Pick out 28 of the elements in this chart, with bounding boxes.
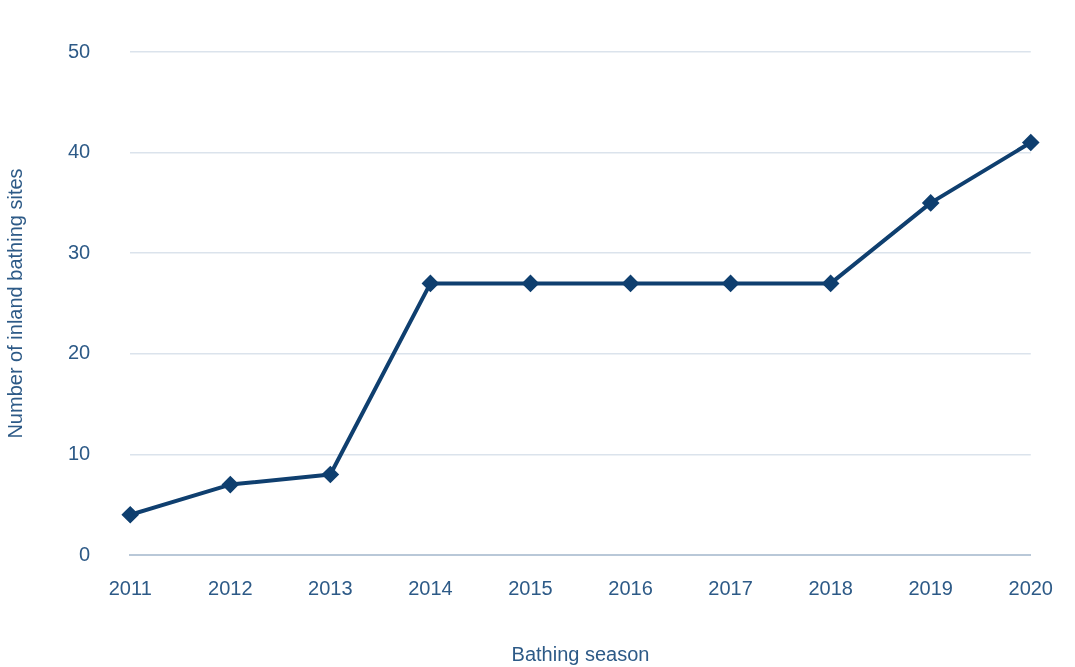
y-tick-label: 10 [68,441,91,464]
point [522,275,539,292]
y-tick-label: 0 [79,542,91,565]
x-tick-label: 2011 [108,576,152,599]
x-axis-title: Bathing season [511,642,650,665]
x-tick-label: 2019 [908,576,953,599]
point [622,275,639,292]
y-tick-label: 50 [68,39,91,62]
x-tick-label: 2012 [208,576,253,599]
point [122,506,139,523]
point [422,275,439,292]
point [222,476,239,493]
y-tick-label: 40 [68,140,91,163]
x-tick-label: 2018 [808,576,853,599]
y-tick-label: 20 [68,341,91,364]
point [322,466,339,483]
x-tick-label: 2013 [308,576,353,599]
y-tick-label: 30 [68,240,91,263]
x-tick-label: 2020 [1008,576,1053,599]
x-tick-label: 2014 [408,576,453,599]
point [822,275,839,292]
y-axis-title: Number of inland bathing sites [3,168,26,439]
x-tick-label: 2016 [608,576,653,599]
x-tick-label: 2017 [708,576,753,599]
x-tick-label: 2015 [508,576,553,599]
point [1022,134,1039,151]
point [722,275,739,292]
point [922,194,939,211]
